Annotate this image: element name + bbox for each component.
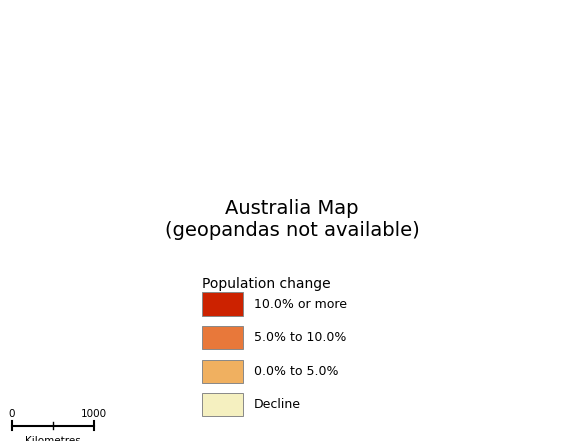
Text: Population change: Population change <box>202 277 331 292</box>
Text: 0: 0 <box>8 409 15 419</box>
Text: 5.0% to 10.0%: 5.0% to 10.0% <box>254 331 347 344</box>
Text: Decline: Decline <box>254 398 301 411</box>
Text: 10.0% or more: 10.0% or more <box>254 298 347 311</box>
Bar <box>202 393 243 416</box>
Text: 0.0% to 5.0%: 0.0% to 5.0% <box>254 365 339 378</box>
Bar <box>202 359 243 383</box>
Text: 1000: 1000 <box>81 409 106 419</box>
Bar <box>202 292 243 316</box>
Text: Australia Map
(geopandas not available): Australia Map (geopandas not available) <box>164 199 419 240</box>
Text: Kilometres: Kilometres <box>25 437 81 441</box>
Bar <box>202 326 243 349</box>
